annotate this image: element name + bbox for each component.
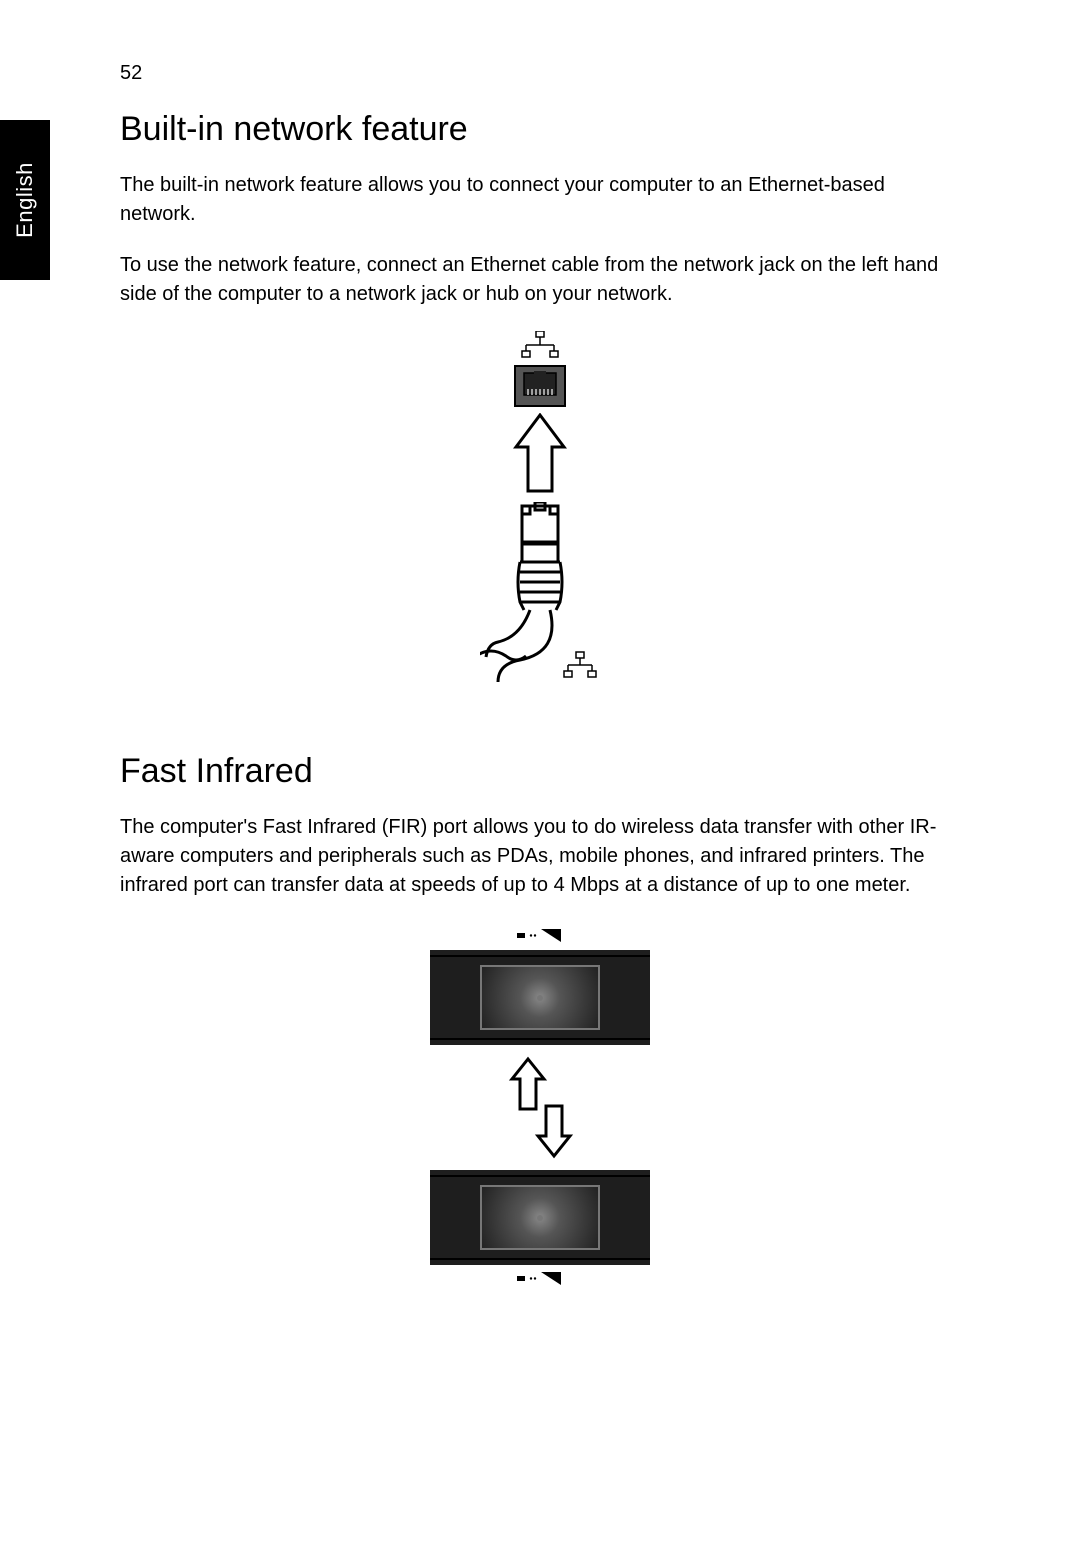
arrow-up-icon <box>510 413 570 498</box>
section-title-infrared: Fast Infrared <box>120 752 960 791</box>
ethernet-jack-icon <box>514 365 566 407</box>
page-number: 52 <box>120 62 142 85</box>
infrared-port-panel <box>430 950 650 1045</box>
section-title-network: Built-in network feature <box>120 110 960 149</box>
network-icon <box>520 331 560 361</box>
body-paragraph: The built-in network feature allows you … <box>120 171 960 229</box>
infrared-symbol-icon <box>517 1270 563 1288</box>
figure-ethernet-cable <box>440 331 640 702</box>
page-content: Built-in network feature The built-in ne… <box>0 0 1080 1293</box>
body-paragraph: The computer's Fast Infrared (FIR) port … <box>120 813 960 900</box>
infrared-window <box>480 965 600 1030</box>
infrared-window <box>480 1185 600 1250</box>
ethernet-plug-icon <box>480 502 600 702</box>
infrared-port-panel <box>430 1170 650 1265</box>
infrared-symbol-icon <box>517 927 563 945</box>
figure-infrared <box>410 922 670 1293</box>
language-tab: English <box>0 120 50 280</box>
language-tab-label: English <box>12 162 38 238</box>
arrow-up-down-icon <box>500 1055 580 1160</box>
body-paragraph: To use the network feature, connect an E… <box>120 251 960 309</box>
